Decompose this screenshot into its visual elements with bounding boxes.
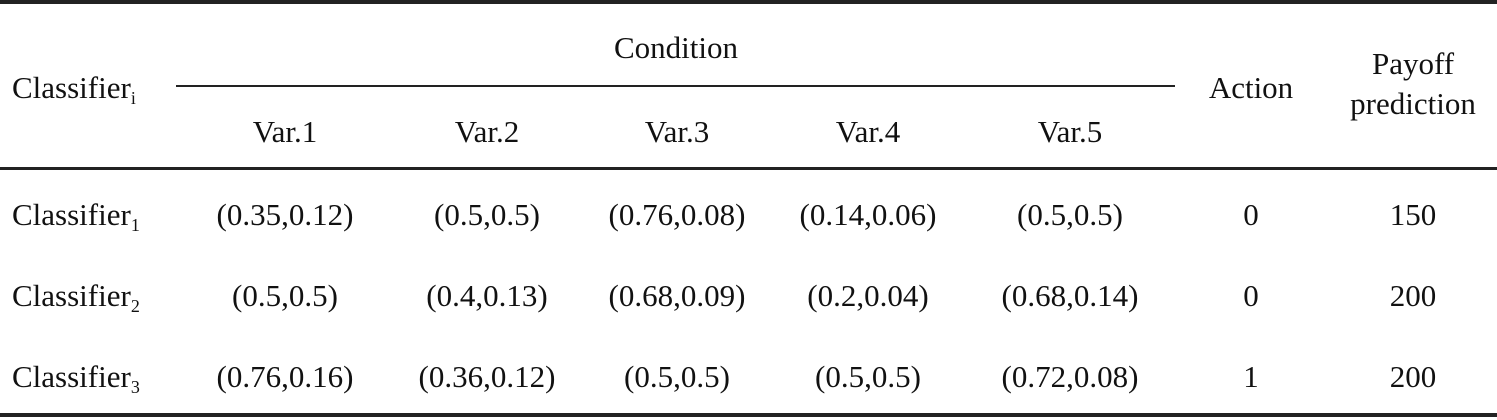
row-label: Classifier3	[12, 359, 140, 396]
header-var-1: Var.1	[252, 114, 318, 149]
cell-payoff: 200	[1389, 278, 1437, 313]
row-label-sub: 1	[130, 215, 140, 235]
cell-var-4: (0.5,0.5)	[815, 359, 921, 394]
cell-var-5: (0.5,0.5)	[1017, 197, 1123, 232]
top-rule	[0, 0, 1497, 4]
cell-action: 0	[1243, 197, 1259, 232]
cell-var-3: (0.5,0.5)	[624, 359, 730, 394]
condition-rule	[176, 85, 1175, 87]
cell-var-1: (0.76,0.16)	[216, 359, 354, 394]
row-label-sub: 2	[130, 296, 140, 316]
row-label-text: Classifier	[12, 197, 131, 232]
row-label-text: Classifier	[12, 278, 131, 313]
header-var-3: Var.3	[644, 114, 710, 149]
cell-var-2: (0.5,0.5)	[434, 197, 540, 232]
header-var-5: Var.5	[1037, 114, 1103, 149]
header-classifier: Classifieri	[12, 70, 136, 107]
row-label-sub: 3	[130, 377, 140, 397]
cell-var-5: (0.72,0.08)	[1001, 359, 1139, 394]
header-payoff-line2: prediction	[1350, 86, 1476, 121]
row-label-text: Classifier	[12, 359, 131, 394]
cell-var-5: (0.68,0.14)	[1001, 278, 1139, 313]
cell-var-2: (0.36,0.12)	[418, 359, 556, 394]
cell-var-3: (0.76,0.08)	[608, 197, 746, 232]
cell-var-1: (0.5,0.5)	[232, 278, 338, 313]
cell-var-3: (0.68,0.09)	[608, 278, 746, 313]
header-condition: Condition	[613, 30, 739, 65]
cell-action: 0	[1243, 278, 1259, 313]
header-payoff-line1: Payoff	[1371, 46, 1455, 81]
header-payoff: Payoff prediction	[1350, 44, 1476, 124]
bottom-rule	[0, 413, 1497, 417]
row-label: Classifier1	[12, 197, 140, 234]
header-var-2: Var.2	[454, 114, 520, 149]
header-var-4: Var.4	[835, 114, 901, 149]
header-bottom-rule	[0, 167, 1497, 170]
cell-payoff: 200	[1389, 359, 1437, 394]
cell-var-4: (0.14,0.06)	[799, 197, 937, 232]
cell-var-1: (0.35,0.12)	[216, 197, 354, 232]
header-classifier-label: Classifier	[12, 70, 131, 105]
cell-action: 1	[1243, 359, 1259, 394]
header-action: Action	[1208, 70, 1294, 105]
cell-var-4: (0.2,0.04)	[807, 278, 929, 313]
cell-payoff: 150	[1389, 197, 1437, 232]
header-classifier-sub: i	[130, 88, 136, 108]
cell-var-2: (0.4,0.13)	[426, 278, 548, 313]
row-label: Classifier2	[12, 278, 140, 315]
